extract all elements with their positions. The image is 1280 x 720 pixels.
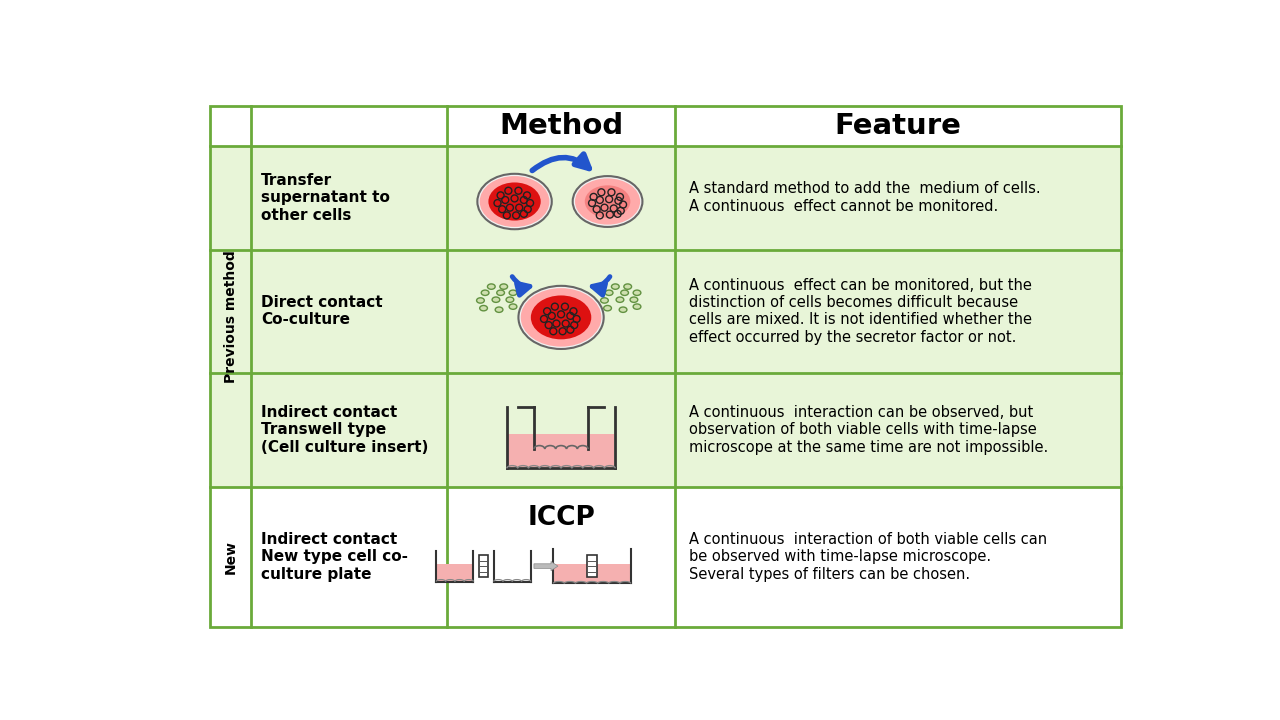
Text: Direct contact
Co-culture: Direct contact Co-culture — [261, 295, 383, 328]
Text: A standard method to add the  medium of cells.
A continuous  effect cannot be mo: A standard method to add the medium of c… — [690, 181, 1041, 214]
Ellipse shape — [489, 182, 540, 220]
Ellipse shape — [634, 290, 641, 295]
Ellipse shape — [518, 286, 604, 349]
Ellipse shape — [499, 284, 508, 289]
Ellipse shape — [634, 304, 641, 310]
Ellipse shape — [480, 305, 488, 311]
Bar — [554, 564, 630, 582]
Ellipse shape — [585, 185, 630, 217]
Ellipse shape — [612, 284, 620, 289]
Bar — [210, 106, 1121, 145]
FancyArrowPatch shape — [532, 154, 589, 171]
Ellipse shape — [509, 290, 517, 295]
Text: Feature: Feature — [835, 112, 961, 140]
FancyArrow shape — [534, 562, 558, 571]
Text: Method: Method — [499, 112, 623, 140]
Ellipse shape — [495, 307, 503, 312]
Text: Indirect contact
New type cell co-
culture plate: Indirect contact New type cell co- cultu… — [261, 532, 408, 582]
Bar — [588, 555, 596, 577]
Bar — [210, 487, 1121, 627]
Ellipse shape — [480, 176, 549, 227]
Ellipse shape — [477, 174, 552, 229]
Ellipse shape — [481, 290, 489, 295]
FancyArrowPatch shape — [512, 276, 530, 295]
Text: A continuous  interaction of both viable cells can
be observed with time-lapse m: A continuous interaction of both viable … — [690, 532, 1047, 582]
Bar — [210, 250, 1121, 373]
Ellipse shape — [509, 304, 517, 310]
Ellipse shape — [506, 297, 513, 302]
FancyArrowPatch shape — [593, 276, 609, 295]
Text: Previous method: Previous method — [224, 250, 238, 382]
Ellipse shape — [476, 298, 484, 303]
Ellipse shape — [616, 297, 623, 302]
Ellipse shape — [575, 179, 640, 225]
Ellipse shape — [492, 297, 499, 302]
Ellipse shape — [621, 290, 628, 295]
Bar — [436, 564, 472, 581]
Ellipse shape — [521, 288, 602, 346]
Text: Transfer
supernatant to
other cells: Transfer supernatant to other cells — [261, 173, 389, 222]
Text: A continuous  interaction can be observed, but
observation of both viable cells : A continuous interaction can be observed… — [690, 405, 1048, 455]
Ellipse shape — [531, 295, 591, 339]
Ellipse shape — [497, 290, 504, 295]
Bar — [210, 373, 1121, 487]
Text: New: New — [224, 540, 238, 574]
Ellipse shape — [630, 297, 637, 302]
Ellipse shape — [604, 305, 612, 311]
Ellipse shape — [620, 307, 627, 312]
Ellipse shape — [623, 284, 631, 289]
Bar — [210, 145, 1121, 250]
Text: ICCP: ICCP — [527, 505, 595, 531]
Ellipse shape — [600, 298, 608, 303]
Bar — [508, 434, 614, 467]
Text: A continuous  effect can be monitored, but the
distinction of cells becomes diff: A continuous effect can be monitored, bu… — [690, 278, 1033, 345]
Text: Indirect contact
Transwell type
(Cell culture insert): Indirect contact Transwell type (Cell cu… — [261, 405, 428, 455]
Ellipse shape — [488, 284, 495, 289]
Ellipse shape — [605, 290, 613, 295]
Bar — [479, 555, 488, 577]
Ellipse shape — [572, 176, 643, 227]
